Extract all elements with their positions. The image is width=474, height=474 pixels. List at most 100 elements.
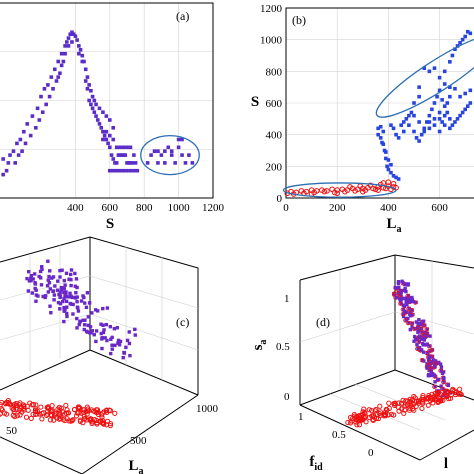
panel-c-point xyxy=(82,327,86,332)
panel-d-point xyxy=(407,306,411,311)
panel-d-point xyxy=(416,325,421,329)
panel-d-point xyxy=(438,397,444,403)
panel-a-point xyxy=(34,126,38,130)
panel-b-ytick: 800 xyxy=(266,66,283,78)
panel-a-point xyxy=(128,168,133,173)
panel-d-point xyxy=(433,365,437,369)
panel-d-point xyxy=(410,298,414,302)
panel-c-point xyxy=(52,298,56,302)
panel-d-point xyxy=(427,358,431,363)
panel-c-point xyxy=(99,322,103,326)
panel-d-point xyxy=(413,337,418,341)
panel-c-point xyxy=(95,309,100,313)
panel-c-point xyxy=(112,327,117,331)
panel-b-point xyxy=(453,86,457,91)
panel-b-point xyxy=(440,98,444,102)
panel-a-point xyxy=(1,157,5,161)
panel-b-frame xyxy=(285,7,474,199)
panel-d-point xyxy=(425,333,430,338)
panel-a-annotations xyxy=(140,134,200,176)
panel-c-point xyxy=(92,333,96,337)
panel-c-points xyxy=(0,259,137,429)
panel-a-point xyxy=(59,63,64,68)
panel-a-point xyxy=(75,38,79,42)
panel-d-point xyxy=(404,300,408,304)
panel-a-point xyxy=(85,75,90,79)
panel-b-point xyxy=(465,29,470,34)
panel-a-point xyxy=(125,168,129,173)
panel-c-point xyxy=(121,355,125,360)
panel-d-point xyxy=(439,384,443,388)
panel-d-point xyxy=(419,326,424,331)
panel-c-point xyxy=(58,290,62,294)
panel-c-point xyxy=(90,311,94,315)
panel-b-point xyxy=(463,34,467,39)
panel-c-point xyxy=(56,300,61,305)
panel-a-point xyxy=(80,59,85,64)
panel-c-point xyxy=(100,346,104,351)
panel-a-point xyxy=(59,51,64,56)
panel-b-point xyxy=(396,136,401,140)
panel-a-point xyxy=(11,149,16,153)
panel-c-point xyxy=(58,307,62,311)
panel-d-point xyxy=(353,414,359,420)
panel-a-point xyxy=(54,79,59,83)
panel-d-label: (d) xyxy=(316,315,330,329)
panel-c-point xyxy=(84,305,89,310)
panel-b-point xyxy=(407,123,411,127)
panel-d-point xyxy=(400,307,406,312)
panel-d-point xyxy=(441,386,445,391)
panel-d-point xyxy=(402,288,406,293)
panel-a-point xyxy=(102,133,107,138)
panel-c-point xyxy=(128,353,132,358)
panel-b-xtick: 600 xyxy=(431,202,448,214)
panel-c-point xyxy=(112,410,118,416)
panel-c-point xyxy=(110,343,114,347)
panel-c-point xyxy=(51,289,55,294)
panel-b-point xyxy=(460,37,465,42)
panel-d-point xyxy=(393,285,397,290)
panel-a-point xyxy=(135,168,140,173)
panel-b-point xyxy=(409,110,414,115)
panel-d-point xyxy=(433,384,437,389)
panel-a-point xyxy=(97,122,102,126)
panel-d-point xyxy=(408,327,413,332)
panel-b-point xyxy=(378,136,383,140)
panel-a-point xyxy=(23,141,28,146)
panel-c-point xyxy=(29,278,33,283)
panel-a-point xyxy=(190,161,195,165)
panel-d-point xyxy=(407,321,411,325)
panel-c-point xyxy=(34,299,38,303)
panel-a-point xyxy=(40,110,45,114)
panel-a-point xyxy=(156,149,160,153)
panel-c-point xyxy=(90,329,95,333)
panel-c-point xyxy=(49,403,55,409)
panel-d-point xyxy=(419,405,425,412)
panel-d-point xyxy=(421,341,425,346)
panel-c-point xyxy=(40,265,44,269)
panel-c-point xyxy=(122,351,127,355)
panel-a-point xyxy=(49,75,54,79)
panel-c-point xyxy=(109,337,113,341)
panel-b-point xyxy=(455,44,460,48)
panel-a-point xyxy=(180,137,184,142)
panel-c-point xyxy=(63,307,67,312)
panel-c-point xyxy=(65,305,69,309)
panel-c-point xyxy=(101,323,105,327)
panel-d-point xyxy=(400,279,404,283)
panel-d-point xyxy=(427,356,431,361)
panel-c-point xyxy=(52,293,57,297)
panel-d-point xyxy=(395,296,399,300)
panel-a-point xyxy=(111,126,116,130)
panel-d-point xyxy=(406,293,411,298)
panel-c-point xyxy=(53,284,57,288)
panel-b-point xyxy=(442,104,447,108)
panel-d-point xyxy=(442,376,446,380)
panel-c-point xyxy=(47,281,52,285)
panel-a-point xyxy=(95,118,100,122)
panel-b-point xyxy=(468,88,473,93)
panel-b-point xyxy=(384,150,388,154)
panel-c-point xyxy=(83,318,87,322)
panel-d-point xyxy=(431,358,436,362)
panel-b-point xyxy=(432,66,437,70)
